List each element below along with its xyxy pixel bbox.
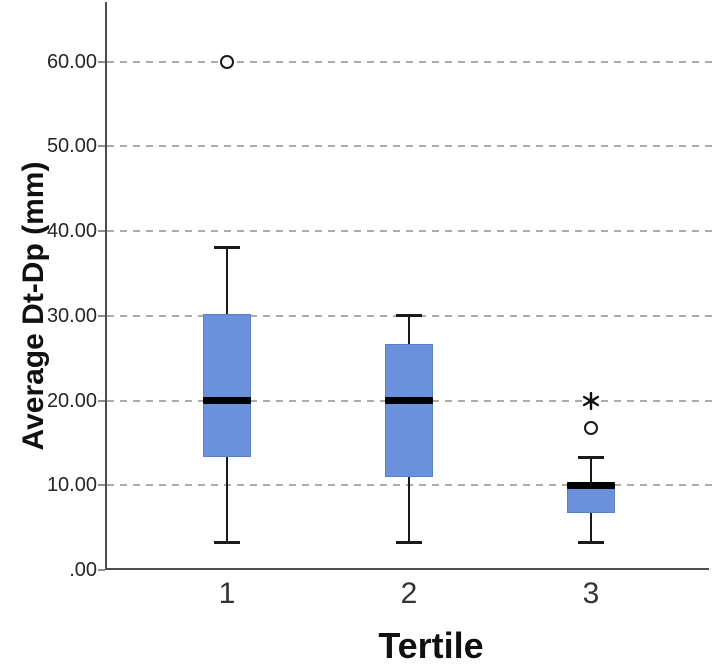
- iqr-box: [203, 314, 251, 458]
- y-tick-label: 40.00: [46, 220, 97, 242]
- y-tick-mark: [98, 60, 105, 63]
- iqr-box: [385, 343, 433, 477]
- lower-whisker-cap: [578, 540, 604, 544]
- gridline: [107, 230, 714, 232]
- lower-whisker-line: [589, 513, 593, 543]
- median-line: [203, 397, 251, 404]
- upper-whisker-line: [225, 247, 229, 315]
- gridline: [107, 60, 714, 63]
- y-tick-mark: [98, 145, 105, 148]
- extreme-outlier-asterisk-icon: [582, 391, 600, 410]
- upper-whisker-cap: [396, 314, 422, 318]
- y-tick-mark: [98, 314, 105, 317]
- gridline: [107, 484, 714, 487]
- y-tick-mark: [98, 399, 105, 402]
- y-tick-label: .00: [69, 559, 97, 581]
- x-axis-title: Tertile: [378, 625, 484, 664]
- median-line: [567, 481, 615, 489]
- y-axis-title: Average Dt-Dp (mm): [17, 161, 50, 451]
- lower-whisker-cap: [396, 540, 422, 544]
- lower-whisker-cap: [214, 540, 240, 544]
- lower-whisker-line: [225, 457, 229, 543]
- y-tick-label: 60.00: [46, 50, 97, 73]
- median-line: [385, 397, 433, 404]
- outlier-circle-icon: [584, 421, 598, 436]
- asterisk-glyph: [582, 391, 600, 410]
- gridline: [107, 145, 714, 148]
- upper-whisker-line: [407, 315, 411, 344]
- y-tick-label: 50.00: [46, 135, 97, 158]
- x-axis-line: [105, 568, 709, 570]
- y-tick-mark: [98, 230, 105, 232]
- x-tick-label: 1: [218, 577, 236, 610]
- y-tick-mark: [98, 484, 105, 487]
- y-tick-label: 30.00: [46, 304, 97, 327]
- y-axis-line: [105, 2, 107, 570]
- y-tick-label: 20.00: [46, 389, 97, 412]
- y-tick-label: 10.00: [46, 474, 97, 497]
- upper-whisker-cap: [214, 246, 240, 250]
- upper-whisker-line: [589, 457, 593, 483]
- x-tick-label: 3: [582, 577, 600, 610]
- upper-whisker-cap: [578, 455, 604, 459]
- y-tick-mark: [98, 569, 105, 571]
- x-tick-label: 2: [400, 577, 418, 610]
- lower-whisker-line: [407, 476, 411, 543]
- outlier-circle-icon: [220, 54, 234, 69]
